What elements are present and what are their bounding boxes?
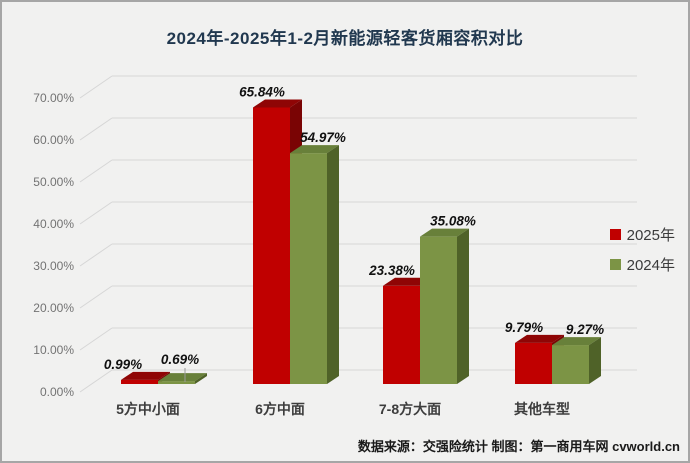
gridline-depth — [79, 327, 113, 351]
gridline-depth — [79, 159, 113, 183]
gridline-depth — [79, 285, 113, 309]
value-label-2025年-7-8方大面: 23.38% — [368, 263, 415, 278]
y-axis-tick: 20.00% — [33, 301, 74, 315]
y-axis-tick: 70.00% — [33, 91, 74, 105]
y-axis-tick: 30.00% — [33, 259, 74, 273]
value-label-2025年-其他车型: 9.79% — [505, 320, 543, 335]
x-axis-category: 5方中小面 — [116, 401, 180, 417]
gridline-depth — [79, 201, 113, 225]
value-label-2024年-其他车型: 9.27% — [566, 322, 604, 337]
bar-2024年-6方中面 — [290, 145, 339, 384]
source-note: 数据来源：交强险统计 制图：第一商用车网 cvworld.cn — [357, 439, 680, 454]
legend-item-2024: 2024年 — [609, 254, 675, 275]
y-axis-tick: 10.00% — [33, 343, 74, 357]
x-axis-category: 其他车型 — [514, 401, 570, 417]
legend-label-2025: 2025年 — [626, 227, 675, 244]
bar-2024年-7-8方大面 — [420, 228, 469, 384]
bar-2024年-5方中小面 — [158, 373, 207, 384]
legend-label-2024: 2024年 — [626, 257, 675, 274]
x-axis-category: 7-8方大面 — [379, 401, 441, 417]
value-label-2024年-6方中面: 54.97% — [300, 130, 346, 145]
legend: 2025年 2024年 — [609, 224, 675, 275]
chart-title: 2024年-2025年1-2月新能源轻客货厢容积对比 — [166, 29, 524, 48]
y-axis-tick: 60.00% — [33, 133, 74, 147]
gridline-depth — [79, 117, 113, 141]
value-label-2024年-7-8方大面: 35.08% — [430, 214, 476, 229]
gridline-depth — [79, 369, 113, 393]
bar-2024年-其他车型 — [552, 337, 601, 384]
legend-item-2025: 2025年 — [609, 224, 675, 245]
value-label-2025年-6方中面: 65.84% — [239, 84, 285, 99]
value-label-2024年-5方中小面: 0.69% — [161, 352, 199, 367]
value-label-2025年-5方中小面: 0.99% — [104, 357, 142, 372]
gridline-depth — [79, 243, 113, 267]
legend-swatch-2024 — [609, 259, 621, 270]
y-axis-tick: 50.00% — [33, 175, 74, 189]
legend-swatch-2025 — [609, 229, 621, 240]
y-axis-tick: 40.00% — [33, 217, 74, 231]
y-axis-tick: 0.00% — [40, 385, 74, 399]
x-axis-category: 6方中面 — [255, 401, 305, 417]
gridline-depth — [79, 75, 113, 99]
